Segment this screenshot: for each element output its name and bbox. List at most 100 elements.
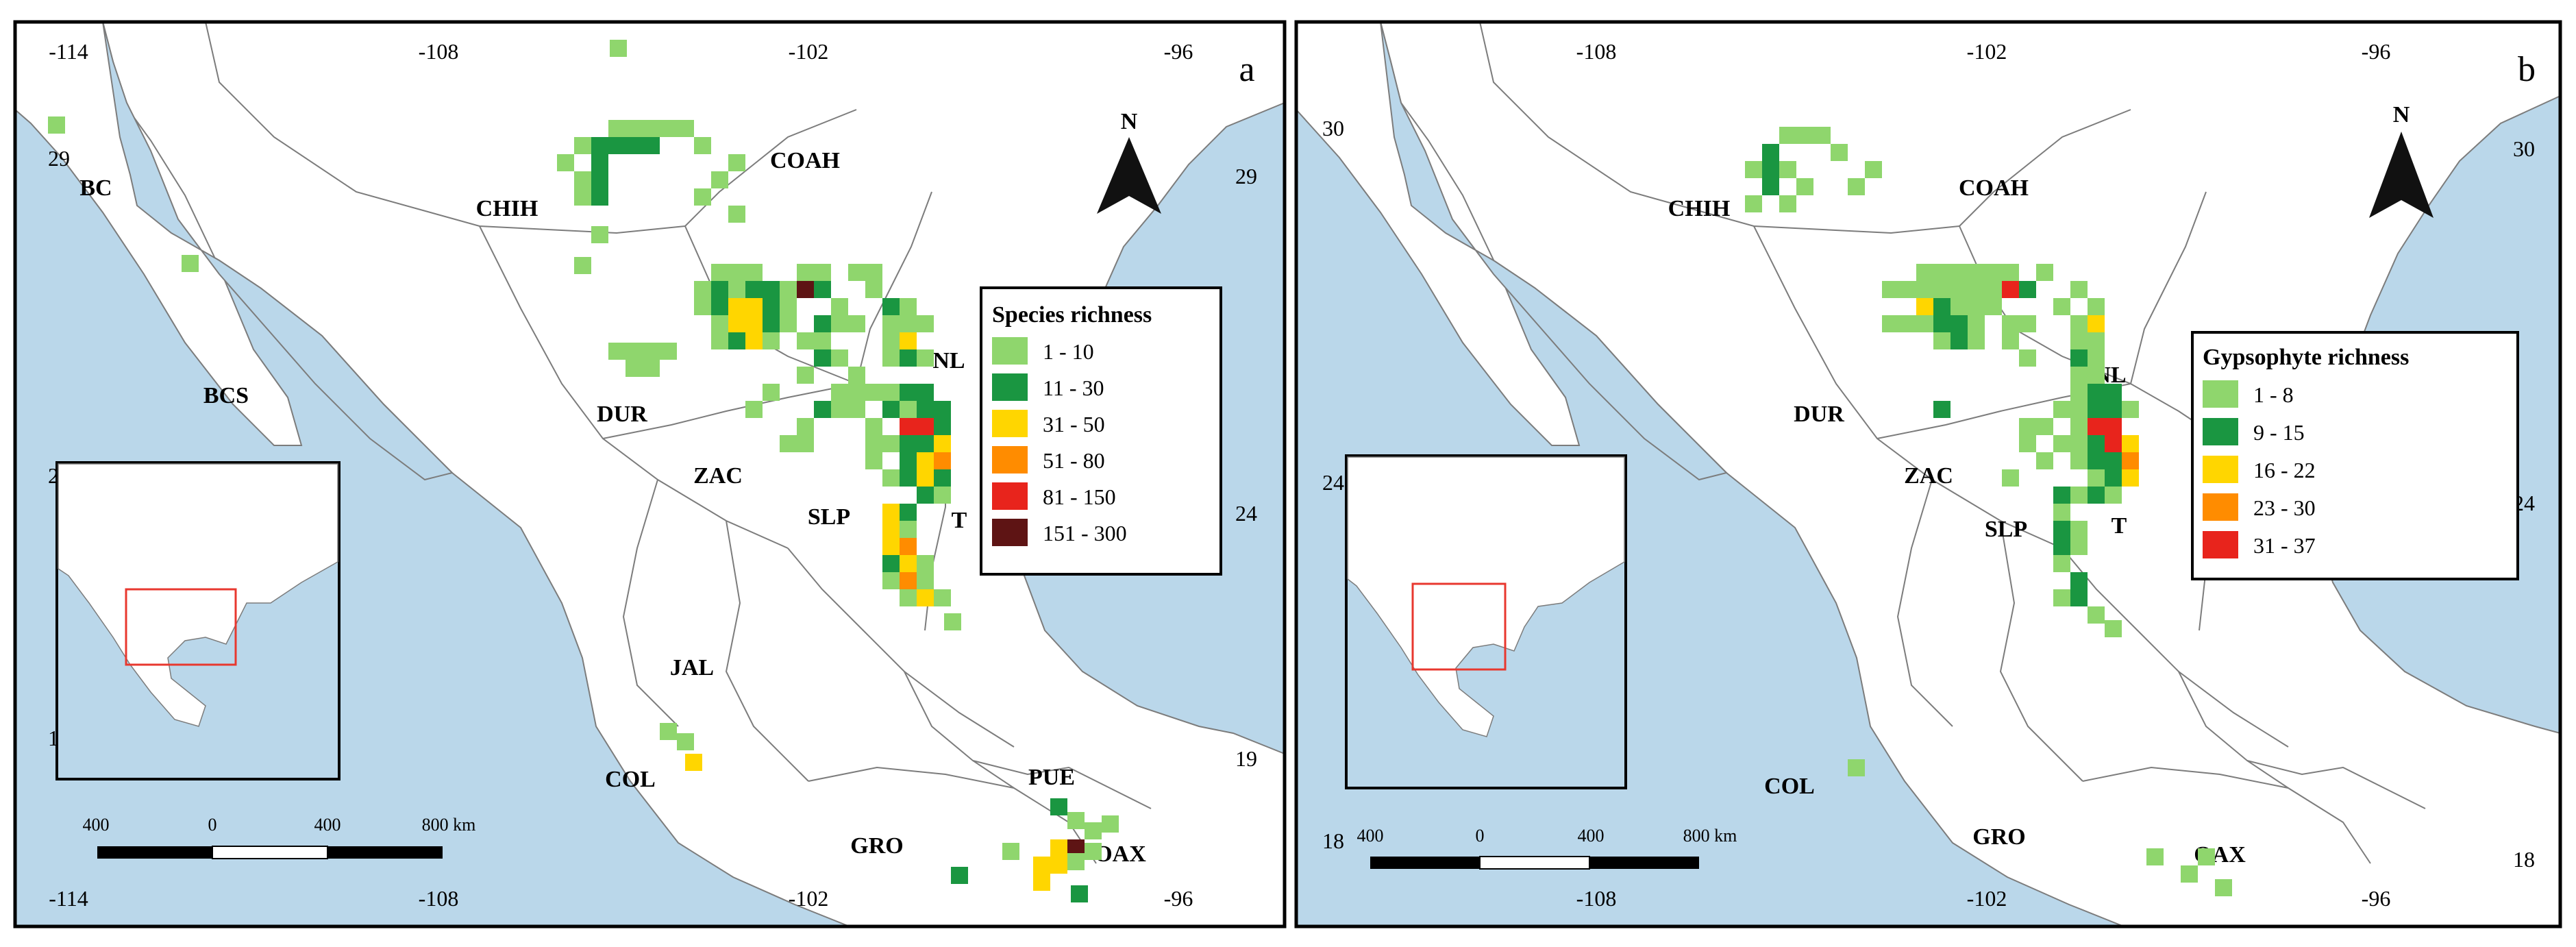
richness-cell	[728, 332, 745, 349]
richness-cell	[2070, 572, 2088, 589]
lon-label: -102	[1967, 39, 2007, 64]
richness-cell	[951, 867, 968, 884]
richness-cell	[2053, 504, 2070, 521]
richness-cell	[2053, 401, 2070, 418]
richness-cell	[831, 298, 848, 315]
richness-cell	[882, 315, 900, 332]
richness-cell	[1933, 401, 1950, 418]
richness-cell	[1950, 332, 1968, 349]
scale-segment	[1370, 857, 1480, 869]
richness-cell	[626, 343, 643, 360]
richness-cell	[1968, 298, 1985, 315]
richness-cell	[1796, 127, 1813, 144]
richness-cell	[900, 452, 917, 469]
state-label-zac: ZAC	[1904, 463, 1953, 489]
richness-cell	[1916, 298, 1933, 315]
lon-label: -96	[2362, 39, 2391, 64]
lon-label: -96	[1164, 886, 1193, 911]
state-label-t: T	[2111, 513, 2127, 539]
richness-cell	[745, 298, 763, 315]
richness-cell	[728, 315, 745, 332]
richness-cell	[882, 401, 900, 418]
richness-cell	[917, 469, 934, 487]
richness-cell	[831, 315, 848, 332]
richness-cell	[660, 723, 677, 740]
richness-cell	[934, 435, 951, 452]
richness-cell	[591, 226, 608, 243]
richness-cell	[1848, 759, 1865, 776]
richness-cell	[745, 332, 763, 349]
richness-cell	[831, 401, 848, 418]
richness-cell	[2070, 384, 2088, 401]
scale-segment	[1480, 857, 1589, 869]
lat-label: 30	[2513, 136, 2535, 161]
panel-letter: b	[2518, 50, 2536, 89]
scale-segment	[212, 846, 327, 859]
richness-cell	[882, 521, 900, 538]
state-label-zac: ZAC	[693, 463, 743, 489]
state-label-chih: CHIH	[476, 196, 538, 221]
richness-cell	[1050, 857, 1067, 874]
richness-cell	[182, 255, 199, 272]
richness-cell	[1933, 264, 1950, 281]
richness-cell	[1779, 127, 1796, 144]
richness-cell	[608, 343, 626, 360]
richness-cell	[2019, 315, 2036, 332]
richness-cell	[1033, 874, 1050, 891]
richness-cell	[848, 401, 865, 418]
richness-cell	[814, 264, 831, 281]
legend-title: Species richness	[992, 302, 1152, 328]
richness-cell	[900, 555, 917, 572]
richness-cell	[2053, 435, 2070, 452]
richness-cell	[557, 154, 574, 171]
richness-cell	[882, 349, 900, 367]
richness-cell	[2070, 418, 2088, 435]
richness-cell	[2105, 401, 2122, 418]
richness-cell	[2088, 298, 2105, 315]
richness-cell	[1848, 178, 1865, 195]
richness-cell	[2036, 418, 2053, 435]
richness-cell	[1916, 281, 1933, 298]
richness-cell	[865, 452, 882, 469]
richness-cell	[865, 384, 882, 401]
richness-cell	[1067, 812, 1085, 829]
legend-swatch	[2203, 493, 2238, 521]
scale-label: 400	[1357, 826, 1384, 846]
richness-cell	[882, 504, 900, 521]
richness-cell	[677, 120, 694, 137]
richness-cell	[2088, 349, 2105, 367]
state-label-col: COL	[605, 767, 656, 792]
richness-cell	[882, 298, 900, 315]
state-label-col: COL	[1764, 774, 1815, 799]
richness-cell	[900, 589, 917, 606]
richness-cell	[711, 171, 728, 188]
richness-cell	[2053, 538, 2070, 555]
richness-cell	[591, 188, 608, 206]
map-panel-a: -114 -108 -102 -96 -114 -108 -102 -96 29…	[15, 22, 1285, 926]
richness-cell	[2053, 589, 2070, 606]
richness-cell	[1950, 264, 1968, 281]
north-letter: N	[1121, 109, 1138, 134]
richness-cell	[2002, 315, 2019, 332]
richness-cell	[643, 137, 660, 154]
scale-segment	[1589, 857, 1699, 869]
richness-cell	[610, 40, 627, 57]
richness-cell	[865, 264, 882, 281]
legend-label: 81 - 150	[1043, 484, 1116, 509]
state-label-chih: CHIH	[1668, 196, 1731, 221]
richness-cell	[917, 401, 934, 418]
richness-cell	[797, 418, 814, 435]
richness-cell	[2146, 848, 2164, 865]
richness-cell	[2036, 264, 2053, 281]
richness-cell	[848, 264, 865, 281]
richness-cell	[882, 538, 900, 555]
richness-cell	[745, 315, 763, 332]
richness-cell	[1968, 281, 1985, 298]
richness-cell	[1933, 298, 1950, 315]
richness-cell	[1899, 281, 1916, 298]
richness-cell	[2088, 487, 2105, 504]
richness-cell	[1779, 161, 1796, 178]
richness-cell	[1882, 315, 1899, 332]
richness-cell	[865, 281, 882, 298]
richness-cell	[711, 298, 728, 315]
